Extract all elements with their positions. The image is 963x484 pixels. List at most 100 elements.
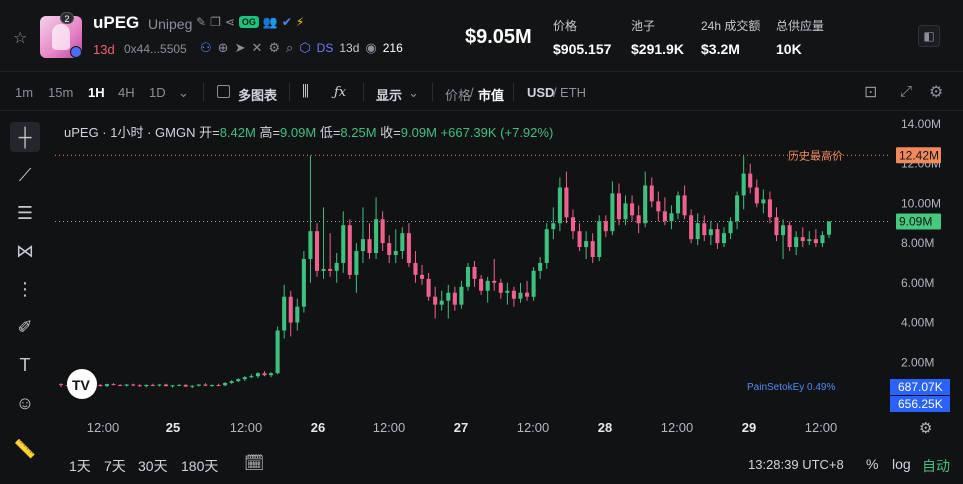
divider	[513, 83, 514, 101]
legend-change: +667.39K (+7.92%)	[440, 125, 554, 140]
marker-tag-1	[890, 379, 950, 395]
camera-icon[interactable]: ⊡	[864, 84, 878, 101]
crosshair-icon[interactable]: ┼	[10, 122, 40, 152]
candle-body	[393, 251, 398, 256]
favorite-star-icon[interactable]: ☆	[13, 30, 28, 47]
candle-body	[636, 215, 641, 224]
multi-chart-label[interactable]: 多图表	[238, 88, 278, 103]
globe-icon[interactable]: ⊕	[217, 40, 229, 55]
divider	[432, 83, 433, 101]
interval-4h[interactable]: 4H	[118, 85, 135, 100]
toggle-panel-icon[interactable]: ◧	[918, 25, 940, 47]
y-tick-label: 14.00M	[901, 117, 941, 131]
ds-icon[interactable]: ⬡	[299, 40, 311, 55]
range-1d[interactable]: 1天	[69, 458, 91, 474]
range-7d[interactable]: 7天	[104, 458, 126, 474]
search-icon[interactable]: ⌕	[286, 40, 294, 55]
candle-body	[531, 270, 536, 297]
x-tick-label: 12:00	[517, 420, 550, 435]
settings-gear-icon[interactable]: ⚙	[929, 84, 944, 101]
candle-body	[511, 290, 516, 299]
candle-body	[347, 225, 352, 275]
log-toggle[interactable]: log	[892, 456, 911, 472]
copy-icon[interactable]: ❐	[210, 15, 221, 29]
auto-scale-toggle[interactable]: 自动	[922, 458, 950, 474]
measure-icon[interactable]: 📏	[13, 439, 37, 459]
divider	[289, 83, 290, 101]
x-tick-label: 29	[742, 420, 756, 435]
candle-body	[229, 381, 234, 383]
candle-body	[111, 384, 116, 386]
toggle-slash: /	[470, 85, 474, 100]
candle-body	[781, 225, 786, 236]
x-twitter-icon[interactable]: ✕	[251, 40, 263, 55]
price-chart[interactable]: 14.00M 12.00M 10.00M 8.00M 6.00M 4.00M 2.00M 12…	[55, 112, 963, 444]
share-icon[interactable]: ⋖	[224, 15, 235, 29]
trendline-icon[interactable]: ⟋	[18, 165, 32, 185]
candle-body	[590, 241, 595, 257]
clock-readout[interactable]: 13:28:39 UTC+8	[748, 457, 844, 472]
candle-body	[446, 292, 451, 301]
telegram-icon[interactable]: ➤	[234, 40, 246, 55]
interval-15m[interactable]: 15m	[48, 85, 74, 100]
candle-body	[597, 221, 602, 257]
ruler-adjust-icon[interactable]: ⋮	[16, 279, 34, 299]
chevron-down-icon[interactable]: ⌄	[178, 85, 189, 100]
fullscreen-icon[interactable]: ⤢	[900, 83, 913, 100]
candle-body	[328, 268, 333, 271]
y-tick-label: 2.00M	[901, 355, 934, 369]
candle-body	[104, 384, 109, 387]
calendar-icon[interactable]: 🗓	[244, 455, 265, 472]
edit-icon[interactable]: ✎	[196, 15, 207, 29]
candle-body	[380, 219, 385, 244]
price-toggle[interactable]: 价格	[445, 88, 472, 103]
brush-icon[interactable]: ✐	[17, 317, 33, 337]
usd-toggle[interactable]: USD	[527, 85, 555, 100]
pattern-icon[interactable]: ⋈	[16, 241, 34, 261]
view-count: 216	[382, 41, 403, 55]
eth-toggle[interactable]: ETH	[560, 85, 586, 100]
candle-body	[695, 223, 700, 240]
candle-body	[774, 217, 779, 236]
candle-body	[236, 379, 241, 382]
percent-toggle[interactable]: %	[866, 456, 879, 472]
interval-1m[interactable]: 1m	[15, 85, 34, 100]
legend-high-label: 高=	[259, 125, 281, 140]
current-tag-text: 9.09M	[899, 214, 932, 228]
dex-icon[interactable]: ⚙	[268, 40, 281, 55]
display-menu[interactable]: 显示	[376, 88, 403, 103]
multi-chart-checkbox[interactable]	[217, 85, 230, 98]
text-tool-icon[interactable]: T	[19, 355, 31, 375]
emoji-icon[interactable]: ☺	[15, 393, 35, 413]
candle-body	[150, 384, 155, 386]
position-marker-text: PainSetokEy 0.49%	[747, 382, 835, 393]
candle-body	[262, 373, 267, 376]
candle-body	[551, 223, 556, 230]
candle-body	[643, 185, 648, 224]
token-symbol: uPEG	[93, 13, 140, 32]
range-180d[interactable]: 180天	[181, 458, 219, 474]
token-name: Unipeg	[148, 16, 193, 32]
contract-address[interactable]: 0x44...5505	[124, 42, 187, 56]
candle-body	[518, 292, 523, 299]
candle-body	[282, 296, 287, 331]
candle-body	[433, 296, 438, 305]
candle-type-icon[interactable]: ⫼	[302, 83, 309, 100]
indicators-icon[interactable]: ƒx	[334, 85, 347, 100]
candlestick-chart-svg[interactable]: 14.00M12.00M10.00M8.00M6.00M4.00M2.00M12…	[55, 112, 963, 444]
candle-body	[334, 262, 339, 271]
candle-body	[354, 251, 359, 275]
fib-icon[interactable]: ☰	[16, 203, 34, 223]
interval-1d[interactable]: 1D	[149, 85, 166, 100]
candle-body	[741, 173, 746, 196]
legend-open: 8.42M	[219, 125, 256, 140]
chevron-down-icon[interactable]: ⌄	[408, 85, 419, 100]
chart-legend: uPEG · 1小时 · GMGN 开=8.42M 高=9.09M 低=8.25…	[64, 122, 553, 141]
interval-1h[interactable]: 1H	[88, 85, 105, 100]
stat-price: 价格 $905.157	[553, 19, 612, 57]
stat-total-supply: 总供应量 10K	[776, 19, 825, 57]
range-30d[interactable]: 30天	[138, 458, 168, 474]
lightning-icon: ⚡	[295, 15, 305, 29]
user-icon[interactable]: ⚇	[200, 40, 212, 55]
market-cap-toggle[interactable]: 市值	[478, 88, 505, 103]
